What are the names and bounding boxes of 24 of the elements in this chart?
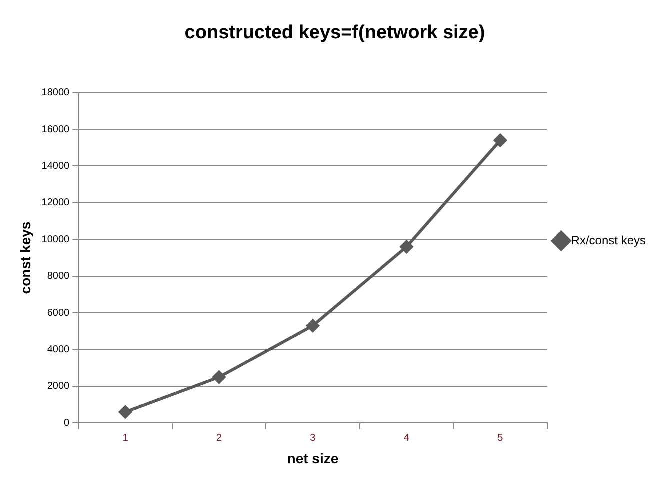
y-tick-label: 0 [64, 418, 70, 429]
y-tick-label: 4000 [47, 344, 70, 356]
y-tick-label: 12000 [42, 198, 70, 209]
x-tick-label: 2 [216, 432, 222, 444]
x-tick-label: 3 [310, 432, 316, 444]
legend-label: Rx/const keys [571, 233, 646, 248]
y-tick-label: 16000 [42, 124, 70, 136]
point [212, 370, 226, 384]
y-tick-label: 6000 [47, 308, 70, 319]
point [118, 406, 132, 419]
y-axis-title: const keys [17, 222, 34, 294]
x-tick-label: 4 [404, 432, 410, 444]
chart-title: constructed keys=f(network size) [184, 22, 486, 44]
y-tick-label: 10000 [42, 234, 70, 246]
y-tick-label: 8000 [47, 271, 70, 282]
x-tick-label: 5 [498, 432, 504, 444]
point [400, 240, 414, 254]
y-tick-label: 2000 [47, 381, 70, 392]
point [494, 134, 507, 148]
x-axis-title: net size [287, 450, 339, 466]
y-tick-label: 18000 [42, 88, 70, 99]
x-tick-label: 1 [122, 432, 129, 444]
y-tick-label: 14000 [42, 160, 70, 172]
point [306, 319, 320, 332]
